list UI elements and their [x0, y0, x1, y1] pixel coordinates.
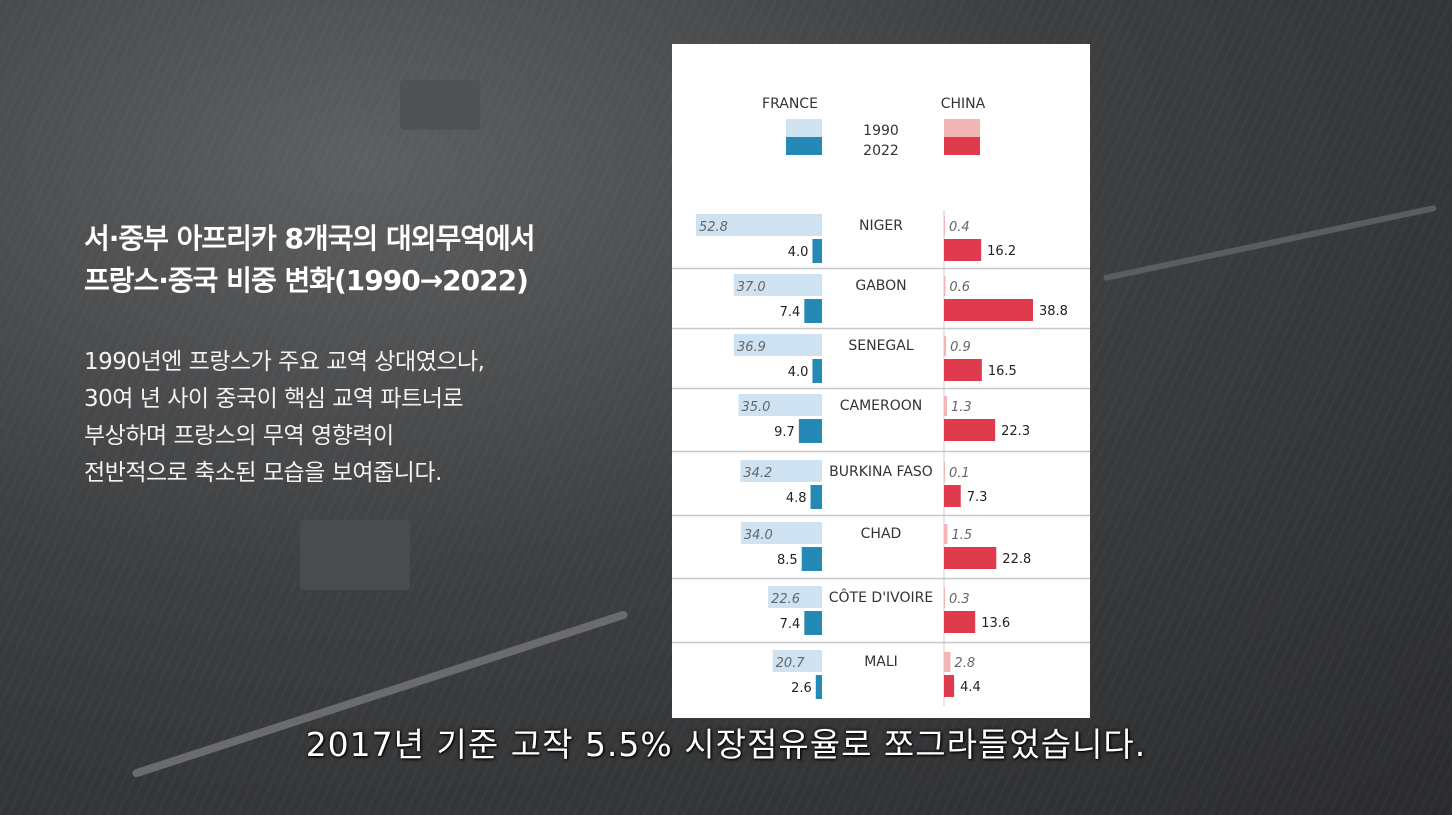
legend-france-2022-swatch: [786, 137, 822, 155]
bar-china-2022: [944, 239, 982, 261]
label-china-1990: 0.4: [949, 220, 970, 235]
label-china-1990: 0.9: [950, 340, 971, 355]
bar-china-1990: [944, 216, 945, 236]
label-china-1990: 0.3: [949, 592, 970, 607]
description-line: 전반적으로 축소된 모습을 보여줍니다.: [84, 460, 442, 486]
bar-china-2022: [944, 485, 961, 507]
label-china-1990: 0.6: [949, 280, 970, 295]
headline: 서·중부 아프리카 8개국의 대외무역에서 프랑스·중국 비중 변화(1990→…: [84, 218, 644, 302]
legend-france-1990-swatch: [786, 119, 822, 137]
bar-china-2022: [944, 611, 976, 633]
bar-france-2022: [804, 611, 822, 635]
bar-france-2022: [815, 675, 822, 699]
bar-china-1990: [944, 652, 951, 672]
bar-china-2022: [944, 675, 955, 697]
label-france-1990: 37.0: [737, 280, 766, 295]
bar-france-2022: [798, 419, 822, 443]
label-france-1990: 22.6: [771, 592, 800, 607]
label-china-1990: 2.8: [954, 656, 975, 671]
bar-china-2022: [944, 359, 982, 381]
bar-france-1990: [696, 214, 822, 236]
chart-panel: FRANCE CHINA 1990 2022 52.8 4.0 NIGER 0.4 16.2 37…: [672, 44, 1090, 718]
bar-china-2022: [944, 419, 996, 441]
label-france-2022: 9.7: [774, 425, 795, 440]
label-france-2022: 7.4: [780, 617, 801, 632]
label-china-2022: 13.6: [981, 616, 1010, 631]
label-france-1990: 36.9: [737, 340, 766, 355]
category-label: SENEGAL: [848, 338, 913, 354]
label-france-2022: 4.0: [788, 245, 809, 260]
bar-france-1990: [740, 460, 822, 482]
legend-year-1990: 1990: [863, 123, 899, 139]
bar-france-2022: [812, 239, 822, 263]
label-france-1990: 52.8: [699, 220, 728, 235]
description-line: 30여 년 사이 중국이 핵심 교역 파트너로: [84, 386, 464, 412]
category-label: CÔTE D'IVOIRE: [829, 588, 933, 606]
headline-line: 서·중부 아프리카 8개국의 대외무역에서: [84, 222, 536, 255]
category-label: GABON: [855, 278, 906, 294]
label-france-1990: 20.7: [776, 656, 806, 671]
category-label: NIGER: [859, 218, 903, 234]
label-china-2022: 38.8: [1039, 304, 1068, 319]
bar-france-1990: [772, 650, 822, 672]
label-france-2022: 7.4: [780, 305, 801, 320]
label-china-1990: 0.1: [949, 466, 970, 481]
trade-share-chart: FRANCE CHINA 1990 2022 52.8 4.0 NIGER 0.4 16.2 37…: [672, 96, 1090, 706]
label-china-1990: 1.3: [951, 400, 972, 415]
bar-france-2022: [810, 485, 822, 509]
legend-china-label: CHINA: [941, 96, 986, 112]
headline-line: 프랑스·중국 비중 변화(1990→2022): [84, 264, 529, 297]
bar-france-2022: [812, 359, 822, 383]
legend-year-2022: 2022: [863, 143, 899, 159]
bar-china-1990: [944, 462, 945, 482]
label-china-2022: 7.3: [967, 490, 988, 505]
label-china-2022: 16.5: [988, 364, 1017, 379]
label-china-2022: 22.8: [1002, 552, 1031, 567]
description-line: 1990년엔 프랑스가 주요 교역 상대였으나,: [84, 349, 485, 375]
bar-china-2022: [944, 547, 997, 569]
bar-france-1990: [733, 334, 822, 356]
description-line: 부상하며 프랑스의 무역 영향력이: [84, 423, 394, 449]
label-france-2022: 8.5: [777, 553, 798, 568]
legend-france-label: FRANCE: [762, 96, 818, 112]
background-road: [1103, 204, 1437, 282]
background-building: [300, 520, 410, 590]
bar-france-1990: [738, 394, 822, 416]
bar-china-2022: [944, 299, 1033, 321]
category-label: BURKINA FASO: [829, 464, 933, 480]
bar-china-1990: [944, 336, 947, 356]
label-china-2022: 16.2: [987, 244, 1016, 259]
category-label: CHAD: [861, 526, 902, 542]
label-china-2022: 22.3: [1001, 424, 1030, 439]
bar-china-1990: [944, 588, 945, 608]
legend-china-2022-swatch: [944, 137, 980, 155]
bar-france-1990: [740, 522, 822, 544]
description: 1990년엔 프랑스가 주요 교역 상대였으나, 30여 년 사이 중국이 핵심…: [84, 344, 624, 492]
label-france-2022: 4.8: [786, 491, 807, 506]
category-label: CAMEROON: [840, 398, 923, 414]
legend-china-1990-swatch: [944, 119, 980, 137]
bar-china-1990: [944, 396, 947, 416]
bar-france-2022: [804, 299, 822, 323]
label-france-2022: 2.6: [791, 681, 812, 696]
bar-china-1990: [944, 524, 948, 544]
bar-france-1990: [733, 274, 822, 296]
label-france-1990: 35.0: [741, 400, 770, 415]
background-building: [400, 80, 480, 130]
bar-france-2022: [801, 547, 822, 571]
label-china-1990: 1.5: [951, 528, 972, 543]
label-france-1990: 34.2: [743, 466, 772, 481]
category-label: MALI: [864, 654, 898, 670]
label-france-2022: 4.0: [788, 365, 809, 380]
label-china-2022: 4.4: [960, 680, 981, 695]
bar-france-1990: [768, 586, 822, 608]
video-subtitle: 2017년 기준 고작 5.5% 시장점유율로 쪼그라들었습니다.: [305, 725, 1147, 764]
bar-china-1990: [944, 276, 946, 296]
label-france-1990: 34.0: [744, 528, 773, 543]
